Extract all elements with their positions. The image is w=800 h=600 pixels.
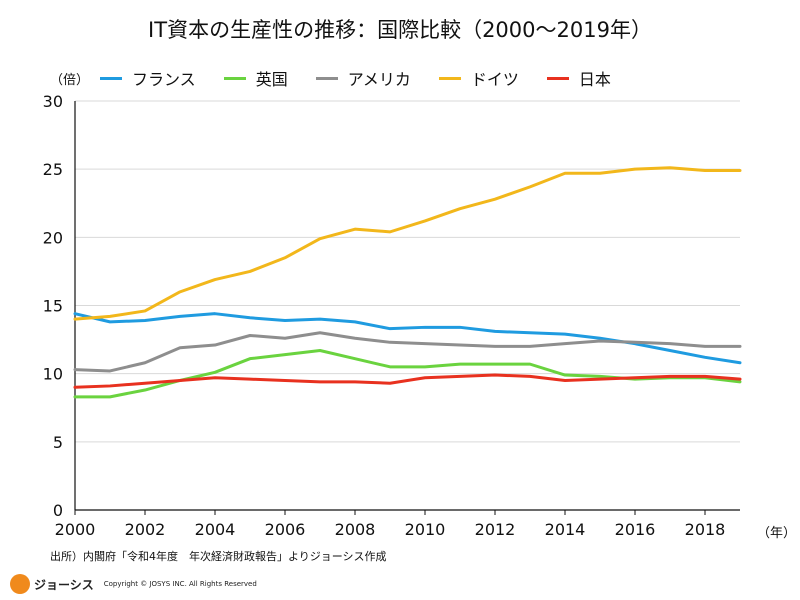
legend-item-germany: ドイツ xyxy=(438,66,519,90)
x-tick-label: 2000 xyxy=(55,520,96,539)
y-tick-label: 0 xyxy=(53,501,63,520)
legend-item-japan: 日本 xyxy=(546,66,611,90)
legend-swatch-germany xyxy=(438,76,461,80)
y-tick-label: 25 xyxy=(43,160,63,179)
legend-swatch-france xyxy=(100,76,122,80)
series-line-japan xyxy=(73,373,742,389)
legend-label-japan: 日本 xyxy=(578,70,611,89)
legend-label-usa: アメリカ xyxy=(347,70,411,89)
y-tick-label: 10 xyxy=(43,365,63,384)
y-tick-label: 20 xyxy=(43,228,63,247)
x-tick-label: 2016 xyxy=(615,520,656,539)
brand-name: ジョーシス xyxy=(34,577,94,592)
legend-item-uk: 英国 xyxy=(223,66,288,90)
legend-item-france: フランス xyxy=(100,66,196,90)
legend-item-usa: アメリカ xyxy=(315,66,411,90)
legend-swatch-uk xyxy=(223,76,246,80)
footer: ジョーシス Copyright © JOSYS INC. All Rights … xyxy=(10,574,257,594)
legend-label-france: フランス xyxy=(132,70,196,89)
josys-logo-icon xyxy=(10,574,30,594)
x-tick-label: 2014 xyxy=(545,520,586,539)
legend-swatch-usa xyxy=(315,76,338,80)
copyright-text: Copyright © JOSYS INC. All Rights Reserv… xyxy=(103,580,257,588)
y-axis-unit: （倍） xyxy=(50,73,90,88)
legend-label-germany: ドイツ xyxy=(470,70,519,89)
series-line-france xyxy=(73,312,742,365)
x-axis-unit: （年） xyxy=(757,526,797,541)
x-tick-label: 2010 xyxy=(405,520,446,539)
source-note: 出所）内閣府「令和4年度 年次経済財政報告」よりジョーシス作成 xyxy=(50,550,387,563)
series-line-usa xyxy=(73,331,742,373)
legend-label-uk: 英国 xyxy=(255,70,288,89)
x-tick-label: 2002 xyxy=(125,520,166,539)
x-tick-label: 2004 xyxy=(195,520,236,539)
y-tick-label: 5 xyxy=(53,433,63,452)
x-tick-label: 2006 xyxy=(265,520,306,539)
y-tick-label: 30 xyxy=(43,92,63,111)
chart-title: IT資本の生産性の推移：国際比較（2000〜2019年） xyxy=(148,18,652,42)
x-tick-label: 2008 xyxy=(335,520,376,539)
series-line-germany xyxy=(73,166,742,321)
legend-swatch-japan xyxy=(546,76,569,80)
chart-legend: フランス 英国 アメリカ ドイツ 日本 xyxy=(100,66,639,90)
y-tick-label: 15 xyxy=(43,297,63,316)
x-tick-label: 2018 xyxy=(685,520,726,539)
x-tick-label: 2012 xyxy=(475,520,516,539)
